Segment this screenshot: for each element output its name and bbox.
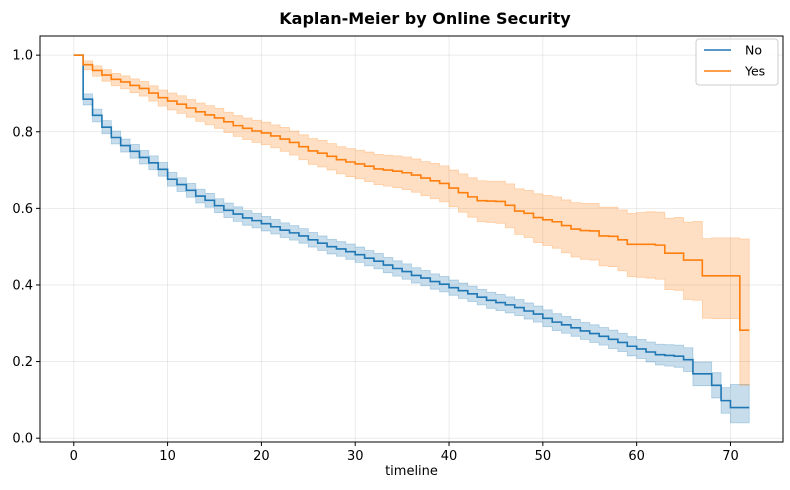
x-tick-label: 0 [70,449,78,464]
y-tick-label: 0.2 [12,355,33,370]
axis-ticks: 0 10 20 30 40 50 60 70 0.0 0.2 0.4 0.6 0.8 1.0 [12,49,738,464]
confidence-bands [73,54,750,424]
plot-frame [39,35,784,443]
x-tick-label: 30 [347,449,364,464]
x-tick-label: 70 [722,449,739,464]
x-axis-title: timeline [385,464,438,479]
legend-label-yes: Yes [744,64,765,79]
legend: No Yes [695,38,779,86]
ci-band-yes [73,54,750,386]
x-tick-label: 50 [535,449,552,464]
legend-label-no: No [745,43,762,58]
survival-line-no [73,54,750,409]
survival-line-yes [73,54,750,331]
x-tick-label: 40 [441,449,458,464]
chart-title: Kaplan-Meier by Online Security [279,9,571,28]
y-tick-label: 1.0 [12,49,33,64]
y-tick-label: 0.0 [12,432,33,447]
legend-box [695,38,779,86]
y-tick-label: 0.6 [12,202,33,217]
x-tick-label: 20 [253,449,270,464]
y-tick-label: 0.4 [12,278,33,293]
survival-curves [73,54,750,409]
x-tick-label: 60 [628,449,645,464]
x-tick-label: 10 [159,449,176,464]
y-tick-label: 0.8 [12,125,33,140]
grid [40,36,783,442]
